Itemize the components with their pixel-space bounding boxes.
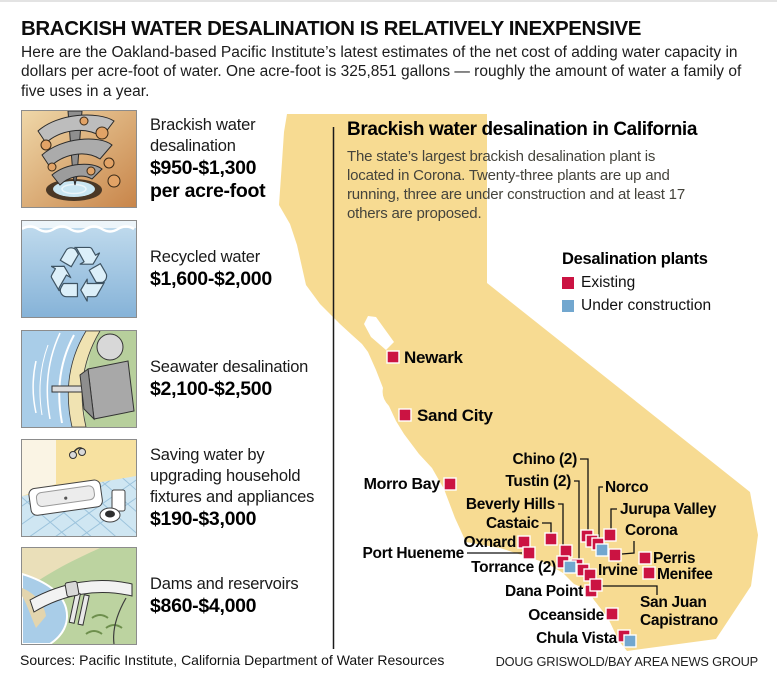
map-label-castaic: Castaic [486, 515, 540, 532]
under-construction-swatch [562, 300, 574, 312]
cost-item-price: $1,600-$2,000 [150, 268, 272, 290]
map-leader-tustin-2 [574, 480, 580, 559]
cost-item-text: Seawater desalination $2,100-$2,500 [150, 357, 321, 401]
cost-item-seawater-desalination: Seawater desalination $2,100-$2,500 [21, 330, 321, 428]
map-leader-chino-2 [580, 458, 589, 530]
legend-label: Under construction [581, 297, 712, 314]
cost-item-text: Dams and reservoirs $860-$4,000 [150, 574, 321, 618]
map-leader-san-juan-capistrano [602, 585, 658, 595]
cost-item-label: Brackish water desalination [150, 116, 256, 155]
cost-item-text: Recycled water $1,600-$2,000 [150, 247, 321, 291]
cost-item-price-suffix: per acre-foot [150, 180, 266, 202]
map-marker-perris-existing [638, 551, 652, 565]
bathroom-icon [21, 439, 137, 537]
map-label-san-juan-capistrano: San Juan Capistrano [640, 594, 718, 629]
map-marker-san-juan-capistrano-existing [589, 578, 603, 592]
map-label-tustin-2: Tustin (2) [505, 473, 571, 490]
cost-item-label: Seawater desalination [150, 358, 309, 376]
recycle-icon: ♻ [21, 220, 137, 318]
map-label-irvine: Irvine [598, 562, 638, 579]
coast-icon [21, 330, 137, 428]
map-description: The state’s largest brackish desalinatio… [347, 148, 685, 222]
map-label-oxnard: Oxnard [464, 534, 516, 551]
auger-icon [21, 110, 137, 208]
map-marker-menifee-existing [642, 566, 656, 580]
map-label-norco: Norco [605, 479, 648, 496]
cost-item-price: $950-$1,300 [150, 157, 257, 179]
sources-line: Sources: Pacific Institute, California D… [20, 652, 445, 668]
map-marker-corona-existing [608, 548, 622, 562]
map-marker-oxnard-existing [517, 535, 531, 549]
map-label-perris: Perris [653, 550, 695, 567]
map-label-sand-city: Sand City [417, 406, 494, 425]
cost-item-recycled-water: ♻ Recycled water $1,600-$2,000 [21, 220, 321, 318]
california-outline [279, 114, 758, 651]
map-marker-corona-under-construction [595, 543, 609, 557]
map-marker-beverly-hills-existing [559, 544, 573, 558]
legend-label: Existing [581, 274, 636, 291]
map-marker-newark-existing [386, 350, 400, 364]
legend-item-under-construction: Under construction [562, 297, 711, 315]
map-leader-castaic [542, 522, 552, 533]
cost-item-saving-water: Saving water by upgrading household fixt… [21, 439, 321, 537]
credit-line: DOUG GRISWOLD/BAY AREA NEWS GROUP [495, 654, 759, 669]
map-legend: Desalination plants Existing Under constr… [562, 250, 711, 320]
map-marker-castaic-existing [544, 532, 558, 546]
cost-item-label: Saving water by upgrading household fixt… [150, 446, 315, 506]
map-label-port-hueneme: Port Hueneme [363, 545, 465, 562]
cost-item-label: Dams and reservoirs [150, 575, 299, 593]
page-title: BRACKISH WATER DESALINATION IS RELATIVEL… [21, 17, 642, 40]
map-leader-corona [621, 541, 635, 555]
map-leader-beverly-hills [558, 503, 564, 545]
map-leader-norco [598, 486, 603, 539]
map-label-chula-vista: Chula Vista [536, 630, 618, 647]
map-label-menifee: Menifee [657, 566, 713, 583]
cost-item-label: Recycled water [150, 248, 260, 266]
map-marker-sand-city-existing [398, 408, 412, 422]
existing-swatch [562, 277, 574, 289]
map-marker-port-hueneme-existing [522, 546, 536, 560]
svg-text:♻: ♻ [45, 230, 113, 317]
map-label-beverly-hills: Beverly Hills [466, 496, 555, 513]
cost-item-price: $860-$4,000 [150, 595, 257, 617]
legend-title: Desalination plants [562, 250, 708, 268]
cost-item-dams-and: Dams and reservoirs $860-$4,000 [21, 547, 321, 645]
map-label-chino-2: Chino (2) [513, 451, 578, 468]
cost-item-price: $190-$3,000 [150, 508, 257, 530]
cost-item-text: Saving water by upgrading household fixt… [150, 445, 321, 531]
map-label-torrance-2: Torrance (2) [471, 559, 556, 576]
map-label-oceanside: Oceanside [528, 607, 604, 624]
map-leader-jurupa-valley [610, 508, 617, 529]
cost-item-brackish-water: Brackish water desalination $950-$1,300 pe… [21, 110, 321, 208]
cost-item-text: Brackish water desalination $950-$1,300 pe… [150, 115, 321, 203]
map-marker-morro-bay-existing [443, 477, 457, 491]
map-label-dana-point: Dana Point [505, 583, 583, 600]
map-marker-jurupa-valley-existing [603, 528, 617, 542]
map-marker-torrance-2-under-construction [563, 560, 577, 574]
map-label-newark: Newark [404, 348, 464, 367]
map-marker-oceanside-existing [605, 607, 619, 621]
map-title: Brackish water desalination in Californi… [347, 119, 697, 140]
map-marker-chula-vista-under-construction [623, 634, 637, 648]
dam-icon [21, 547, 137, 645]
page-description: Here are the Oakland-based Pacific Insti… [21, 44, 742, 100]
map-label-corona: Corona [625, 522, 678, 539]
map-label-jurupa-valley: Jurupa Valley [620, 501, 717, 518]
cost-item-price: $2,100-$2,500 [150, 378, 272, 400]
legend-item-existing: Existing [562, 274, 711, 292]
map-label-morro-bay: Morro Bay [364, 476, 441, 493]
sf-bay-inlet [364, 316, 394, 350]
